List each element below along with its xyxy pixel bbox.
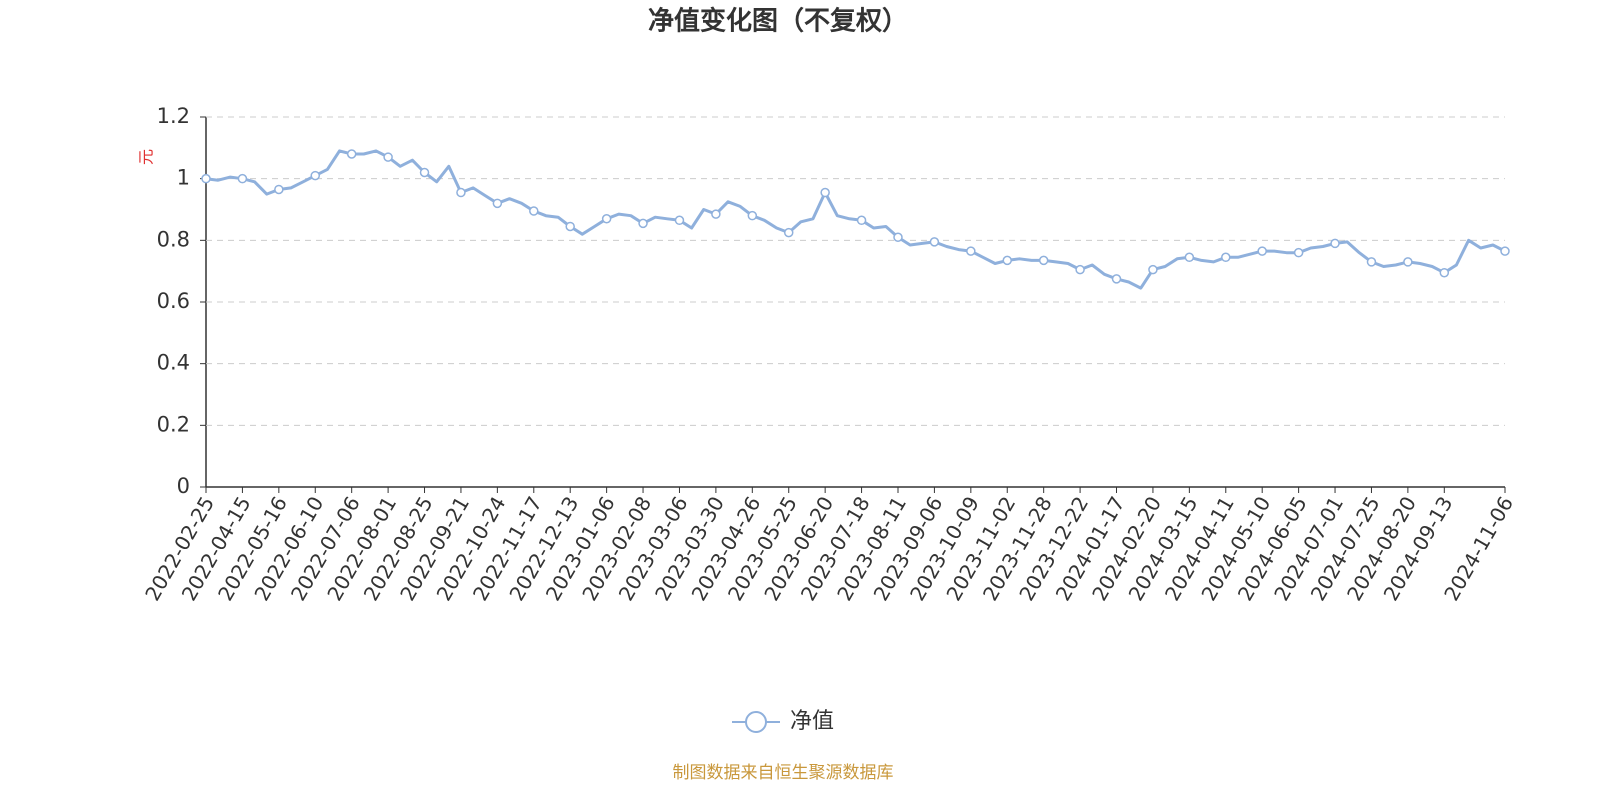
point-marker bbox=[565, 221, 575, 232]
point-marker bbox=[529, 206, 539, 216]
point-marker bbox=[674, 215, 685, 226]
source-note: 制图数据来自恒生聚源数据库 bbox=[673, 763, 894, 783]
point-marker bbox=[747, 210, 758, 221]
y-tick-label: 1 bbox=[177, 166, 190, 190]
y-tick-label: 0.6 bbox=[157, 289, 190, 313]
y-tick-label: 0.8 bbox=[157, 227, 190, 251]
point-marker bbox=[346, 149, 357, 159]
y-axis-label: 元 bbox=[137, 149, 156, 165]
point-marker bbox=[1500, 246, 1510, 256]
point-marker bbox=[893, 232, 903, 242]
point-marker bbox=[1257, 246, 1267, 256]
point-marker bbox=[1330, 238, 1340, 249]
y-tick-label: 0 bbox=[177, 474, 190, 498]
point-marker bbox=[310, 170, 321, 181]
point-marker bbox=[1184, 252, 1195, 263]
legend-label: 净值 bbox=[790, 709, 834, 734]
point-marker bbox=[601, 214, 612, 224]
point-marker bbox=[1038, 255, 1049, 266]
point-marker bbox=[1221, 252, 1231, 263]
point-marker bbox=[1366, 257, 1377, 267]
point-marker bbox=[1148, 264, 1158, 275]
point-marker bbox=[856, 215, 867, 226]
point-marker bbox=[456, 187, 466, 198]
point-marker bbox=[274, 184, 284, 195]
chart-title: 净值变化图（不复权） bbox=[648, 6, 908, 37]
y-tick-label: 0.2 bbox=[157, 412, 190, 436]
y-tick-label: 1.2 bbox=[157, 104, 190, 128]
point-marker bbox=[419, 167, 430, 178]
point-marker bbox=[1075, 264, 1085, 275]
point-marker bbox=[711, 209, 721, 219]
point-marker bbox=[1403, 257, 1413, 267]
point-marker bbox=[492, 198, 503, 209]
point-marker bbox=[1293, 247, 1304, 258]
point-marker bbox=[1002, 255, 1013, 266]
series-line bbox=[205, 149, 1506, 290]
point-marker bbox=[783, 227, 794, 238]
legend-marker bbox=[745, 711, 767, 733]
point-marker bbox=[929, 237, 940, 247]
point-marker bbox=[201, 173, 211, 184]
point-marker bbox=[237, 173, 248, 184]
point-marker bbox=[638, 218, 648, 229]
y-tick-label: 0.4 bbox=[157, 351, 190, 375]
point-marker bbox=[820, 187, 830, 198]
point-marker bbox=[383, 152, 393, 162]
point-marker bbox=[966, 246, 976, 256]
point-marker bbox=[1111, 274, 1122, 284]
point-marker bbox=[1439, 267, 1450, 278]
